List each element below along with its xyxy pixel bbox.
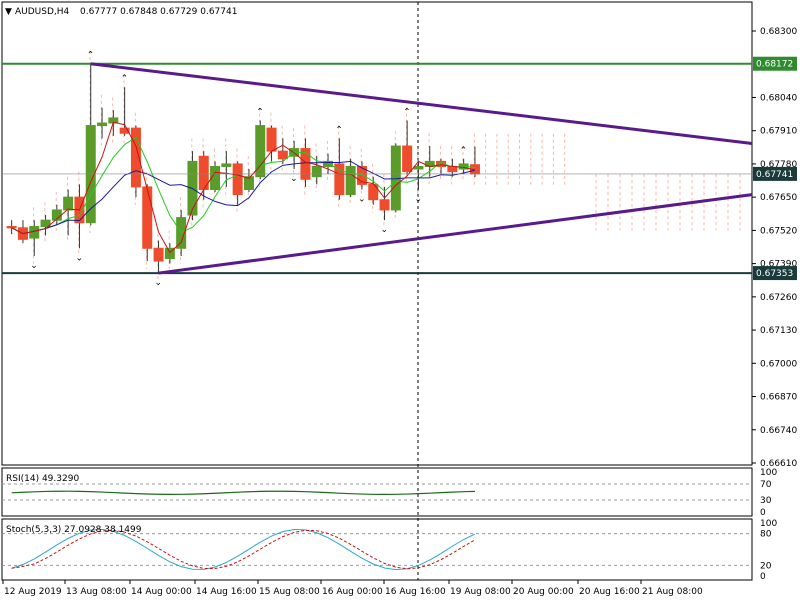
- fractal-down-icon: ⌄: [75, 253, 83, 263]
- stoch-k-line: [11, 528, 476, 571]
- stoch-level-label: 100: [760, 519, 777, 529]
- fractal-up-icon: ⌃: [403, 107, 411, 117]
- stoch-level-label: 0: [760, 572, 766, 582]
- candle-body[interactable]: [255, 125, 266, 178]
- candle-body[interactable]: [311, 165, 322, 178]
- fractal-down-icon: ⌄: [155, 278, 163, 288]
- candle-body[interactable]: [142, 186, 153, 249]
- candle-body[interactable]: [164, 247, 175, 260]
- fractal-down-icon: ⌄: [414, 194, 422, 204]
- time-tick-label: 14 Aug 00:00: [131, 587, 192, 597]
- candle-body[interactable]: [119, 127, 130, 134]
- candle-body[interactable]: [266, 127, 277, 152]
- fractal-up-icon: ⌃: [87, 51, 95, 61]
- stoch-level-label: 80: [760, 530, 772, 540]
- current-price-badge: [753, 166, 797, 181]
- tenkan-line: [11, 121, 476, 254]
- time-tick-label: 21 Aug 08:00: [642, 587, 703, 597]
- candle-body[interactable]: [6, 226, 17, 229]
- candle-body[interactable]: [323, 160, 334, 167]
- price-tick-label: 0.67000: [760, 359, 797, 369]
- chart-symbol: AUDUSD,H4: [15, 7, 70, 17]
- main-panel: [1, 1, 753, 466]
- price-tick-label: 0.66610: [760, 459, 797, 469]
- stoch-level-label: 20: [760, 561, 772, 571]
- candle-body[interactable]: [210, 165, 221, 190]
- stoch-d-line: [11, 529, 476, 570]
- rsi-level-label: 30: [760, 496, 772, 506]
- time-tick-label: 16 Aug 16:00: [385, 587, 446, 597]
- current-price-label: 0.67741: [756, 170, 793, 180]
- kijun-line: [11, 160, 476, 235]
- price-tick-label: 0.66740: [760, 426, 797, 436]
- collapse-arrow-icon[interactable]: ▼: [5, 7, 12, 17]
- price-tick-label: 0.68300: [760, 27, 797, 37]
- time-tick-label: 20 Aug 16:00: [579, 587, 640, 597]
- time-tick-label: 12 Aug 2019: [4, 587, 62, 597]
- fractal-down-icon: ⌄: [290, 174, 298, 184]
- price-tick-label: 0.67260: [760, 293, 797, 303]
- descending-trendline[interactable]: [90, 62, 753, 145]
- fractal-up-icon: ⌃: [256, 107, 264, 117]
- price-badge: [753, 56, 797, 71]
- fractal-up-icon: ⌃: [335, 125, 343, 135]
- stoch-label: Stoch(5,3,3) 27.0928 38.1499: [6, 525, 142, 535]
- candle-body[interactable]: [300, 148, 311, 180]
- time-tick-label: 15 Aug 08:00: [259, 587, 320, 597]
- price-tick-label: 0.67910: [760, 127, 797, 137]
- candle-body[interactable]: [40, 219, 51, 228]
- chart-ohlc: 0.67777 0.67848 0.67729 0.67741: [80, 7, 237, 17]
- candle-body[interactable]: [221, 163, 232, 167]
- time-tick-label: 16 Aug 00:00: [322, 587, 383, 597]
- price-tick-label: 0.67130: [760, 326, 797, 336]
- rsi-level-label: 70: [760, 480, 772, 490]
- candle-body[interactable]: [379, 199, 390, 211]
- rsi-label: RSI(14) 49.3290: [6, 474, 79, 484]
- price-tick-label: 0.67780: [760, 160, 797, 170]
- rsi-line: [11, 490, 475, 496]
- fractal-up-icon: ⌃: [121, 74, 129, 84]
- candle-body[interactable]: [345, 165, 356, 196]
- fractal-up-icon: ⌃: [460, 146, 468, 156]
- candle-body[interactable]: [153, 247, 164, 262]
- fractal-down-icon: ⌄: [381, 225, 389, 235]
- rsi-level-label: 0: [760, 508, 766, 518]
- price-tick-label: 0.66870: [760, 393, 797, 403]
- candle-body[interactable]: [63, 196, 74, 211]
- time-tick-label: 20 Aug 00:00: [513, 587, 574, 597]
- candle-body[interactable]: [232, 163, 243, 196]
- time-tick-label: 19 Aug 08:00: [450, 587, 511, 597]
- rsi-level-label: 100: [760, 468, 777, 478]
- price-tick-label: 0.67390: [760, 260, 797, 270]
- fractal-down-icon: ⌄: [30, 261, 38, 271]
- fractal-down-icon: ⌄: [358, 194, 366, 204]
- price-badge-label: 0.67353: [756, 269, 793, 279]
- candle-body[interactable]: [413, 165, 424, 170]
- price-tick-label: 0.68040: [760, 93, 797, 103]
- price-badge: [753, 266, 797, 281]
- price-tick-label: 0.67520: [760, 226, 797, 236]
- price-tick-label: 0.67650: [760, 193, 797, 203]
- ascending-trendline[interactable]: [158, 193, 753, 275]
- price-badge-label: 0.68172: [756, 60, 793, 70]
- time-tick-label: 14 Aug 16:00: [196, 587, 257, 597]
- candle-body[interactable]: [130, 127, 141, 188]
- candle-body[interactable]: [243, 176, 254, 190]
- candle-body[interactable]: [402, 145, 413, 173]
- candle-body[interactable]: [368, 183, 379, 201]
- stoch-panel: [1, 518, 753, 581]
- candle-body[interactable]: [97, 122, 108, 127]
- candle-body[interactable]: [334, 163, 345, 196]
- candle-body[interactable]: [356, 165, 367, 185]
- rsi-panel: [1, 467, 753, 517]
- candle-body[interactable]: [277, 150, 288, 160]
- time-tick-label: 13 Aug 08:00: [66, 587, 127, 597]
